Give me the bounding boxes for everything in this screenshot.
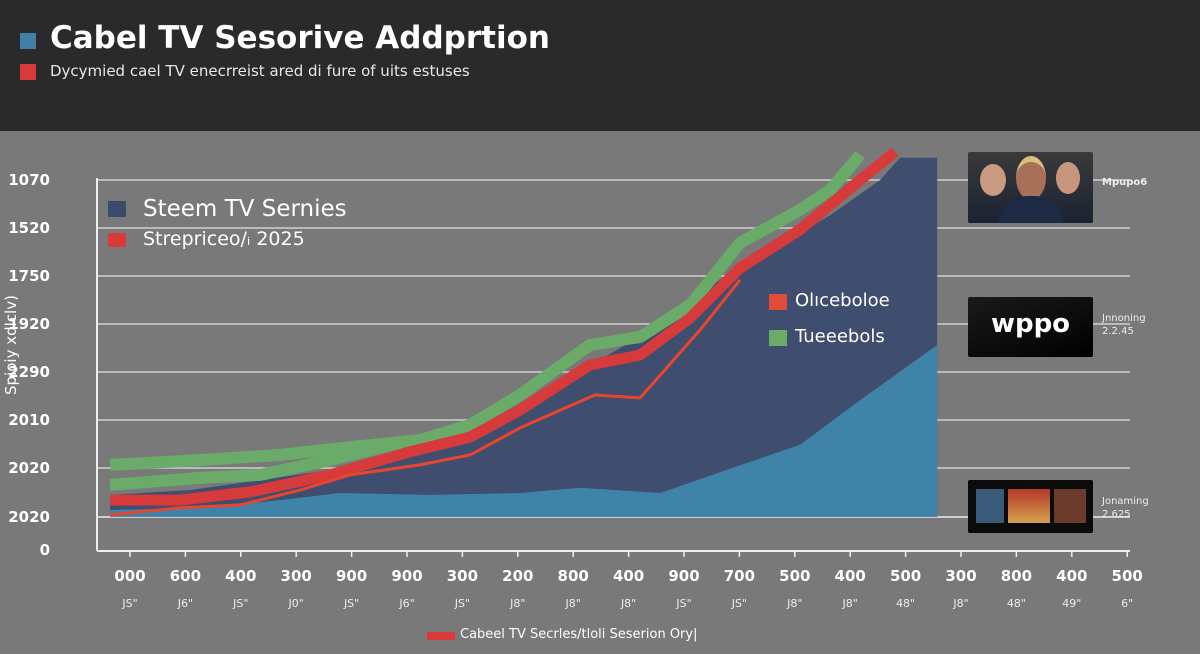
- inner-legend-swatch-1: [769, 294, 787, 310]
- x-tick-label: 200: [502, 567, 534, 585]
- y-tick-label: 2020: [8, 508, 50, 526]
- x-tick-label: 900: [668, 567, 700, 585]
- y-tick-label: 0: [39, 541, 50, 559]
- legend-swatch-steem: [108, 201, 126, 217]
- x-tick-label: 400: [612, 567, 645, 585]
- x-tick-sublabel: J8": [787, 597, 803, 610]
- x-tick-sublabel: JS": [122, 597, 138, 610]
- x-tick-label: 300: [280, 567, 312, 585]
- y-tick-label: 2290: [8, 363, 50, 381]
- x-tick-sublabel: 48": [1006, 597, 1026, 610]
- line-series-3: [109, 437, 402, 491]
- x-tick-sublabel: J6": [399, 597, 415, 610]
- y-tick-label: 2010: [8, 411, 50, 429]
- x-tick-label: 900: [335, 567, 368, 585]
- inner-legend-swatch-2: [769, 330, 787, 346]
- x-tick-sublabel: JS": [343, 597, 360, 610]
- x-tick-sublabel: 49": [1062, 597, 1082, 610]
- side-label-2: Jnnoning 2.2.45: [1102, 312, 1146, 338]
- x-tick-sublabel: J8": [620, 597, 637, 610]
- x-tick-label: 400: [834, 567, 866, 585]
- x-tick-label: 500: [1111, 567, 1143, 585]
- x-tick-label: 700: [723, 567, 756, 585]
- x-tick-label: 400: [225, 567, 257, 585]
- x-tick-label: 900: [391, 567, 423, 585]
- series-collage-image: [968, 480, 1093, 533]
- x-tick-sublabel: J8": [510, 597, 526, 610]
- bottom-legend-label: Cabeel TV Secrles/tloli Seserion Ory|: [460, 627, 698, 642]
- side-label-2-value: 2.2.45: [1102, 326, 1134, 337]
- x-tick-label: 000: [114, 567, 146, 585]
- header: Cabel TV Sesorive Addprtion Dycymied cae…: [0, 0, 1200, 131]
- inner-legend-label-2: Tueeebols: [795, 326, 885, 347]
- line-series-4: [110, 147, 899, 506]
- y-axis-title: Spioiy xdlclv): [2, 295, 20, 395]
- inner-legend-label-1: Olıceboloe: [795, 290, 890, 311]
- x-tick-label: 500: [889, 567, 922, 585]
- y-tick-label: 1070: [8, 171, 50, 189]
- x-tick-sublabel: J8": [842, 597, 858, 610]
- x-tick-sublabel: JS": [454, 597, 471, 610]
- x-tick-sublabel: JS": [676, 597, 692, 610]
- line-series-2: [109, 150, 865, 471]
- x-tick-label: 500: [779, 567, 811, 585]
- legend-label-strepriceo: Strepriceo/ᵢ 2025: [143, 228, 305, 250]
- y-tick-label: 2020: [8, 459, 50, 477]
- chart-title: Cabel TV Sesorive Addprtion: [50, 20, 550, 56]
- title-swatch: [20, 33, 36, 49]
- x-tick-label: 800: [557, 567, 589, 585]
- x-tick-label: 600: [169, 567, 202, 585]
- x-tick-sublabel: J6": [177, 597, 194, 610]
- side-label-3: Jonaming 2.625: [1102, 495, 1149, 521]
- y-tick-label: 1520: [8, 219, 50, 237]
- area-series-1: [110, 345, 938, 517]
- x-tick-sublabel: J0": [288, 597, 304, 610]
- area-series-0: [110, 157, 938, 517]
- legend-label-steem: Steem TV Sernies: [143, 196, 347, 222]
- x-tick-sublabel: J8": [953, 597, 969, 610]
- x-tick-sublabel: JS": [731, 597, 748, 610]
- x-tick-sublabel: 6": [1121, 597, 1134, 610]
- x-tick-sublabel: 48": [896, 597, 916, 610]
- x-tick-label: 300: [446, 567, 479, 585]
- wppo-logo-text: wppo: [990, 309, 1071, 339]
- x-tick-label: 400: [1056, 567, 1088, 585]
- bottom-legend-swatch: [427, 632, 455, 640]
- line-series-5: [109, 278, 742, 517]
- chart-subtitle: Dycymied cael TV enecrreist ared di fure…: [50, 62, 470, 80]
- x-tick-sublabel: JS": [233, 597, 249, 610]
- legend-swatch-strepriceo: [108, 233, 126, 247]
- side-label-1: Mpupo6: [1102, 177, 1148, 188]
- x-tick-label: 300: [945, 567, 977, 585]
- wppo-logo: wppo: [968, 297, 1093, 357]
- side-label-2-title: Jnnoning: [1102, 313, 1146, 324]
- x-tick-label: 800: [1000, 567, 1033, 585]
- x-tick-sublabel: J8": [565, 597, 581, 610]
- show-thumbnail-image: [968, 152, 1093, 223]
- y-tick-label: 1750: [8, 267, 50, 285]
- side-label-3-value: 2.625: [1102, 509, 1131, 520]
- subtitle-swatch: [20, 64, 36, 80]
- y-tick-label: 1920: [8, 315, 50, 333]
- side-label-3-title: Jonaming: [1102, 496, 1149, 507]
